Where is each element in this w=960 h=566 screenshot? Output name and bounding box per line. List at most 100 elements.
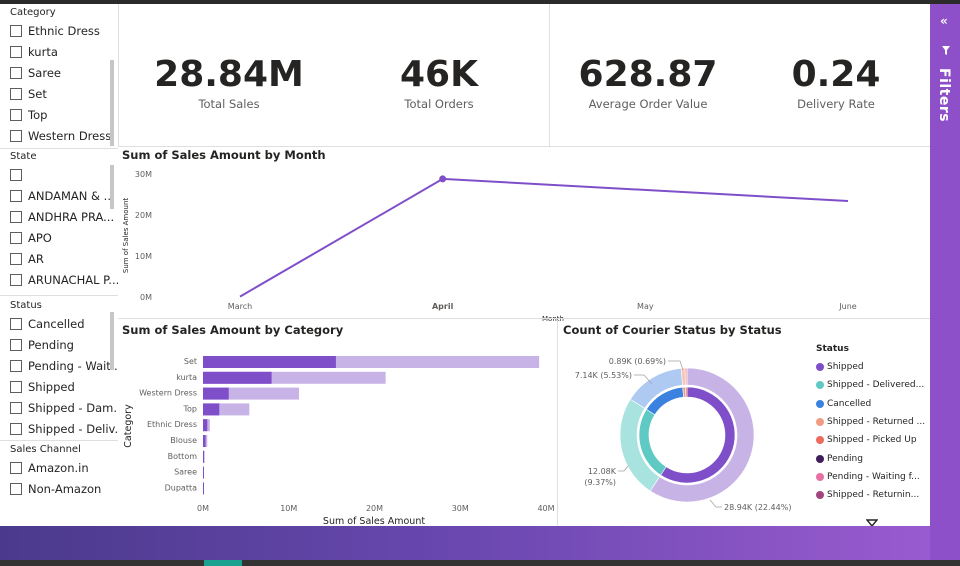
filter-funnel-icon [942, 46, 950, 55]
checkbox[interactable] [10, 108, 22, 121]
kpi-divider [118, 146, 930, 147]
checkbox[interactable] [10, 66, 22, 79]
kpi-value: 0.24 [791, 54, 881, 95]
x-tick-label: 0M [197, 504, 209, 513]
filters-pane[interactable]: « Filters [930, 4, 960, 560]
state-slicer-title: State [10, 151, 37, 162]
category-option[interactable]: kurta [0, 41, 118, 62]
state-option[interactable] [0, 164, 118, 185]
checkbox[interactable] [10, 422, 22, 435]
state-option[interactable]: ANDAMAN & ... [0, 185, 118, 206]
legend-label: Shipped - Delivered... [827, 380, 925, 391]
bar-value[interactable] [203, 450, 204, 463]
collapse-chevron-icon[interactable]: « [940, 14, 948, 28]
checkbox[interactable] [10, 317, 22, 330]
category-option-label: Saree [28, 65, 61, 80]
bar-value[interactable] [203, 419, 208, 432]
state-option-label: ANDHRA PRA... [28, 209, 115, 224]
category-option[interactable]: Western Dress [0, 125, 118, 146]
legend-item[interactable]: Shipped - Returned ... [816, 413, 926, 431]
legend-item[interactable]: Pending [816, 449, 926, 467]
legend-item[interactable]: Shipped - Delivered... [816, 376, 926, 394]
status-option[interactable]: Pending [0, 334, 118, 355]
legend-label: Pending - Waiting f... [827, 471, 920, 482]
checkbox[interactable] [10, 461, 22, 474]
legend-item[interactable]: Shipped - Returnin... [816, 486, 926, 504]
active-page-tab[interactable] [204, 560, 242, 566]
checkbox[interactable] [10, 359, 22, 372]
legend-item[interactable]: Cancelled [816, 395, 926, 413]
bar-value[interactable] [203, 466, 204, 479]
checkbox[interactable] [10, 482, 22, 495]
checkbox[interactable] [10, 401, 22, 414]
bar-value[interactable] [203, 482, 204, 495]
line-chart-title: Sum of Sales Amount by Month [122, 148, 326, 162]
category-option[interactable]: Top [0, 104, 118, 125]
category-option[interactable]: Set [0, 83, 118, 104]
kpi-value: 628.87 [578, 54, 718, 95]
donut-outer-segment[interactable] [649, 367, 755, 503]
state-option[interactable]: APO [0, 227, 118, 248]
checkbox[interactable] [10, 252, 22, 265]
checkbox[interactable] [10, 210, 22, 223]
checkbox[interactable] [10, 87, 22, 100]
legend-label: Cancelled [827, 398, 872, 409]
checkbox[interactable] [10, 45, 22, 58]
x-tick-label: April [432, 302, 454, 311]
x-tick-label: 20M [366, 504, 383, 513]
legend-scroll-down-icon[interactable] [865, 512, 879, 531]
kpi-label: Total Sales [198, 97, 260, 111]
bar-chart[interactable]: Set kurta Western Dress Top Ethnic Dress Blou… [118, 338, 558, 526]
sales-channel-option[interactable]: Amazon.in [0, 457, 118, 478]
bar-value[interactable] [203, 435, 206, 447]
category-option[interactable]: Saree [0, 62, 118, 83]
donut-outer-segment[interactable] [684, 367, 688, 386]
status-option[interactable]: Pending - Waiti... [0, 355, 118, 376]
checkbox[interactable] [10, 273, 22, 286]
status-option[interactable]: Shipped - Dam... [0, 397, 118, 418]
checkbox[interactable] [10, 380, 22, 393]
category-slicer-scrollbar[interactable] [110, 60, 114, 146]
line-point[interactable] [439, 175, 447, 183]
y-tick-label: 20M [135, 211, 152, 220]
sales-line[interactable] [239, 177, 849, 298]
checkbox[interactable] [10, 168, 22, 181]
bar-value[interactable] [203, 403, 220, 416]
category-option[interactable]: Ethnic Dress [0, 20, 118, 41]
legend-item[interactable]: Shipped [816, 358, 926, 376]
category-label: Dupatta [165, 483, 197, 492]
status-option[interactable]: Cancelled [0, 313, 118, 334]
donut-inner-segment[interactable] [685, 386, 688, 398]
legend-item[interactable]: Shipped - Picked Up [816, 431, 926, 449]
state-option[interactable]: ANDHRA PRA... [0, 206, 118, 227]
category-label: Saree [174, 468, 197, 477]
checkbox[interactable] [10, 189, 22, 202]
category-option-label: Set [28, 86, 47, 101]
state-option[interactable]: AR [0, 248, 118, 269]
status-slicer: Status Cancelled Pending Pending - Waiti..… [0, 296, 118, 440]
checkbox[interactable] [10, 129, 22, 142]
bar-value[interactable] [203, 371, 272, 384]
status-option[interactable]: Shipped - Deliv... [0, 418, 118, 439]
status-slicer-scrollbar[interactable] [110, 312, 114, 370]
donut-chart[interactable]: 0.89K (0.69%) 7.14K (5.53%) 12.08K (9.37%) 2… [558, 338, 816, 526]
status-option-label: Pending [28, 337, 74, 352]
line-chart[interactable]: 0M10M20M30MMarchAprilMayJuneMonthSum of … [118, 162, 930, 322]
bar-value[interactable] [203, 356, 336, 368]
category-label: Ethnic Dress [147, 420, 197, 429]
status-option[interactable]: Shipped [0, 376, 118, 397]
sales-channel-option[interactable]: Non-Amazon [0, 478, 118, 499]
checkbox[interactable] [10, 231, 22, 244]
checkbox[interactable] [10, 24, 22, 37]
bar-value[interactable] [203, 387, 229, 400]
state-option[interactable]: ARUNACHAL P... [0, 269, 118, 290]
legend-item[interactable]: Pending - Waiting f... [816, 468, 926, 486]
category-option-label: Ethnic Dress [28, 23, 100, 38]
slicer-divider [0, 295, 118, 296]
checkbox[interactable] [10, 338, 22, 351]
y-axis-title: Category [123, 404, 134, 448]
state-slicer-scrollbar[interactable] [110, 165, 114, 209]
donut-data-label: 0.89K (0.69%) [609, 357, 666, 366]
state-option-label: ARUNACHAL P... [28, 272, 118, 287]
legend-title: Status [816, 344, 849, 354]
